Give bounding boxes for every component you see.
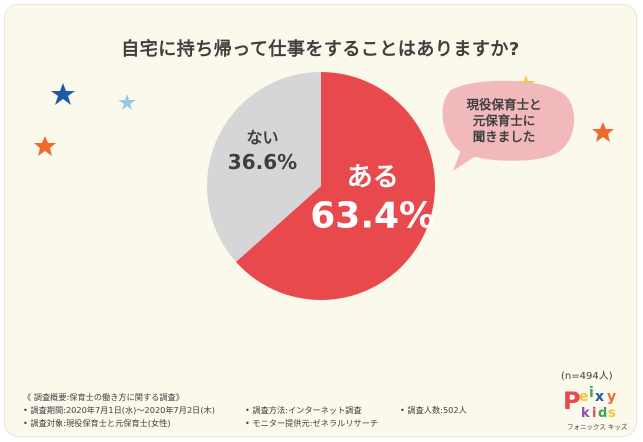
chart-card: 自宅に持ち帰って仕事をすることはありますか? ある 63.4% ない 36.6% 現役… <box>4 4 637 437</box>
svg-text:x: x <box>595 389 604 405</box>
svg-text:i: i <box>592 406 596 421</box>
bubble-line-3: 聞きました <box>472 129 536 144</box>
svg-text:フォニックス キッズ: フォニックス キッズ <box>567 422 628 431</box>
svg-text:P: P <box>563 387 581 415</box>
bubble-text: 現役保育士と 元保育士に 聞きました <box>449 97 559 145</box>
svg-text:s: s <box>608 406 616 421</box>
star-blue-icon <box>51 83 75 105</box>
bubble-line-1: 現役保育士と <box>466 97 542 112</box>
pie-slice-yes <box>235 72 435 300</box>
pie-slice-no <box>207 72 321 262</box>
speech-bubble <box>442 80 575 171</box>
svg-text:k: k <box>581 406 590 421</box>
notes-provider: • モニター提供元:ゼネラルリサーチ <box>245 418 379 428</box>
chart-title: 自宅に持ち帰って仕事をすることはありますか? <box>121 39 520 60</box>
svg-text:i: i <box>589 385 594 401</box>
star-orange-left-icon <box>34 136 56 156</box>
notes-header: 《 調査概要:保育士の働き方に関する調査》 <box>23 392 184 402</box>
notes-method: • 調査方法:インターネット調査 <box>245 405 362 415</box>
svg-text:y: y <box>607 389 616 405</box>
bubble-line-2: 元保育士に <box>472 113 536 128</box>
sample-size: (n=494人) <box>561 371 613 382</box>
slice-value-yes: 63.4% <box>310 196 435 237</box>
svg-text:d: d <box>598 406 607 421</box>
notes-period: • 調査期間:2020年7月1日(水)〜2020年7月2日(木) <box>23 405 215 415</box>
notes-count: • 調査人数:502人 <box>400 405 467 415</box>
slice-value-no: 36.6% <box>228 150 297 174</box>
notes-target: • 調査対象:現役保育士と元保育士(女性) <box>23 418 171 428</box>
svg-text:e: e <box>579 389 589 405</box>
star-light-blue-icon <box>118 94 136 110</box>
slice-label-no: ない <box>246 128 278 147</box>
survey-notes: 《 調査概要:保育士の働き方に関する調査》 • 調査期間:2020年7月1日(水… <box>23 391 623 430</box>
star-orange-right-icon <box>592 122 614 142</box>
slice-label-yes: ある <box>347 163 399 193</box>
peixy-kids-logo: P e i x y k i d s フォニックス キッズ <box>563 385 628 431</box>
